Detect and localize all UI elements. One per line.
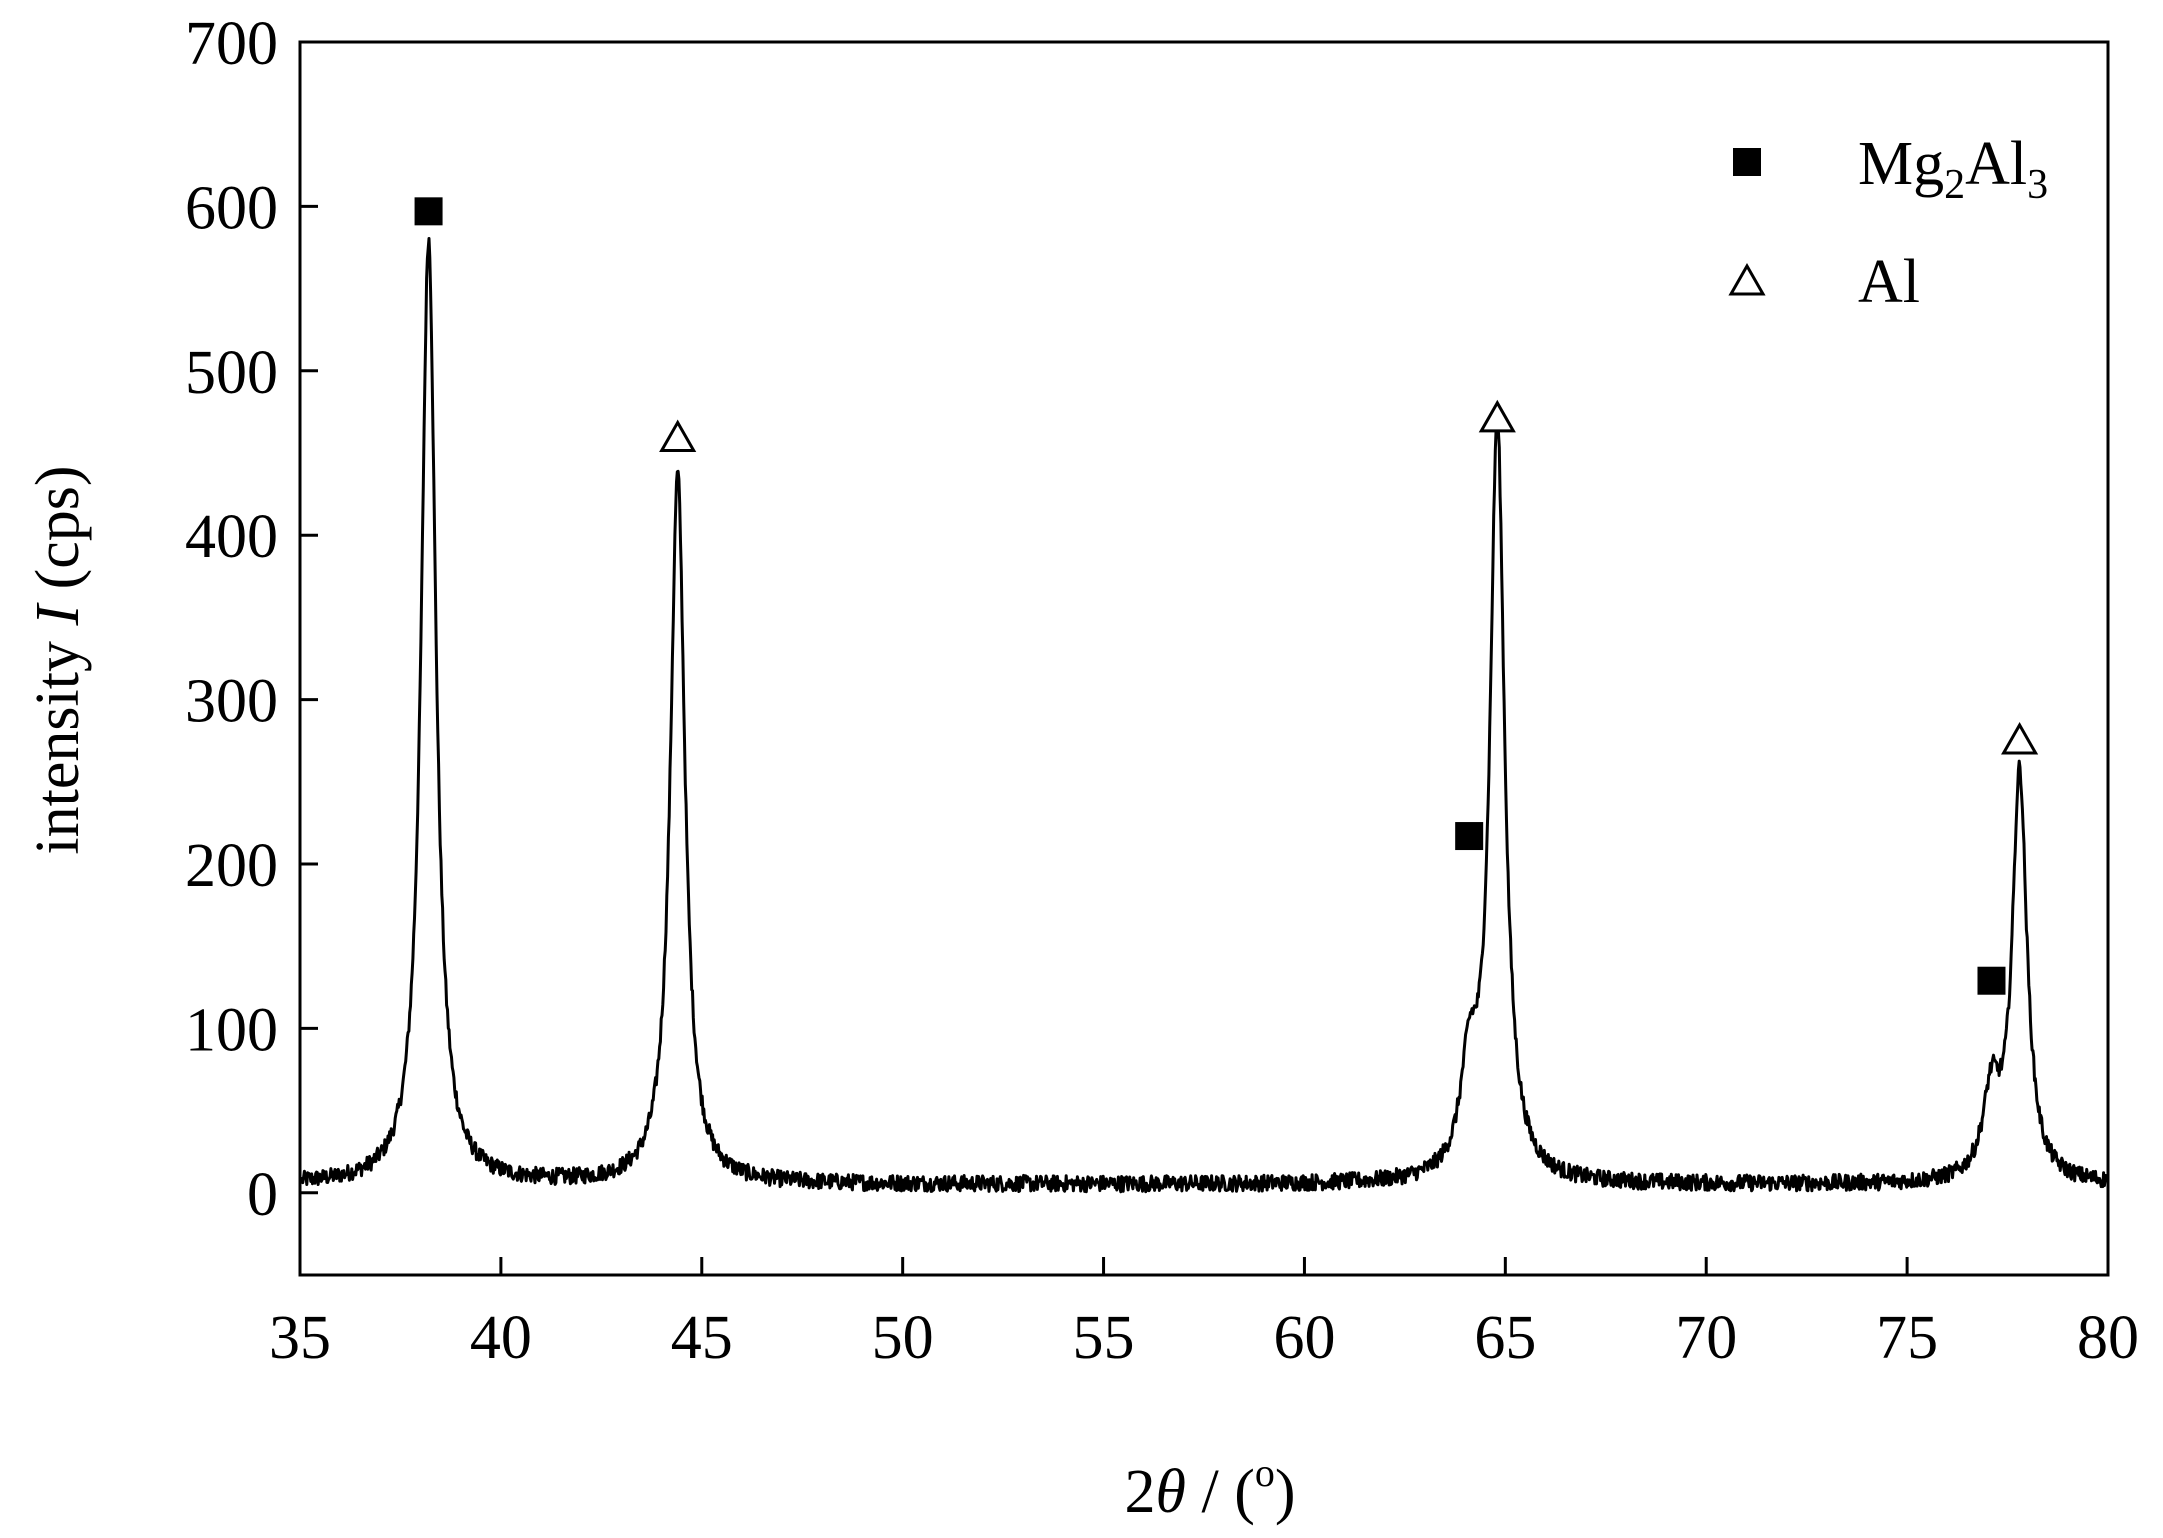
- x-tick-label-50: 50: [872, 1304, 934, 1372]
- mg2al3-marker-3: [1977, 966, 2006, 995]
- legend-marker-triangle: [1728, 262, 1766, 296]
- mg2al3-marker-1: [414, 197, 443, 226]
- al-marker-1: [659, 419, 697, 453]
- legend-item-2: Al: [1728, 248, 1920, 316]
- trace-line: [300, 237, 2108, 1194]
- legend-item-1: Mg2Al3: [1733, 130, 2048, 208]
- diffraction-trace: [300, 237, 2108, 1194]
- x-axis-ticks: 35 40 45 50 55 60 65 70 75 80: [269, 1257, 2139, 1372]
- x-tick-label-40: 40: [470, 1304, 532, 1372]
- legend-label-2: Al: [1858, 248, 1920, 316]
- x-tick-label-75: 75: [1876, 1304, 1938, 1372]
- x-tick-label-60: 60: [1273, 1304, 1335, 1372]
- peak-markers: [414, 197, 2039, 995]
- legend-marker-square: [1733, 148, 1761, 176]
- y-tick-label-100: 100: [185, 996, 278, 1064]
- x-tick-label-45: 45: [671, 1304, 733, 1372]
- al-marker-3: [2001, 722, 2039, 755]
- legend: Mg2Al3 Al: [1728, 130, 2048, 316]
- x-tick-label-80: 80: [2077, 1304, 2139, 1372]
- plot-frame: [298, 40, 2110, 1277]
- plot-area: 0 100 200 300 400 500 600 700 35 40 45 50 55 60 65 70 7…: [185, 10, 2139, 1372]
- y-tick-label-0: 0: [247, 1161, 278, 1229]
- x-tick-label-65: 65: [1474, 1304, 1536, 1372]
- y-tick-label-600: 600: [185, 174, 278, 242]
- x-axis-title: 2θ / (o): [1125, 1450, 1296, 1526]
- y-axis-ticks: 0 100 200 300 400 500 600 700: [185, 10, 318, 1229]
- x-tick-label-35: 35: [269, 1304, 331, 1372]
- y-tick-label-300: 300: [185, 668, 278, 736]
- x-tick-label-55: 55: [1073, 1304, 1135, 1372]
- y-tick-label-400: 400: [185, 503, 278, 571]
- y-tick-label-700: 700: [185, 10, 278, 78]
- legend-label-1: Mg2Al3: [1858, 130, 2048, 208]
- mg2al3-marker-2: [1455, 822, 1484, 851]
- y-tick-label-200: 200: [185, 832, 278, 900]
- al-marker-2: [1478, 399, 1516, 433]
- y-axis-title: intensity I (cps): [24, 465, 92, 854]
- y-tick-label-500: 500: [185, 339, 278, 407]
- x-tick-label-70: 70: [1675, 1304, 1737, 1372]
